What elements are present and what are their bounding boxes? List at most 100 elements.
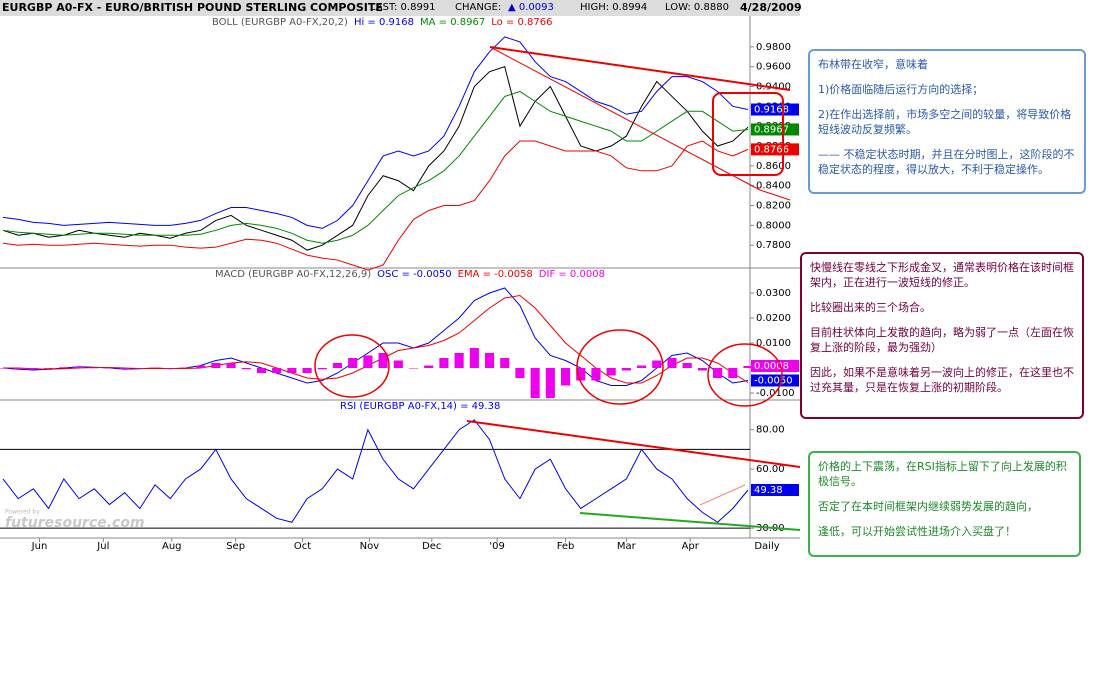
histogram-bar: [59, 367, 69, 368]
y-tick-label: 60.00: [756, 464, 785, 475]
annotation-text: —— 不稳定状态时期，并且在分时图上，这阶段的不稳定状态的程度，得以放大，不利于…: [818, 148, 1075, 176]
highlight-circle: [576, 329, 664, 405]
histogram-bar: [211, 363, 221, 368]
trend-line: [489, 46, 761, 191]
value-marker-label: 0.8766: [754, 144, 789, 155]
annotation-text: 2)在作出选择前，市场多空之间的较量，将导致价格短线波动反复频繁。: [818, 108, 1072, 136]
histogram-bar: [317, 368, 327, 370]
last: LAST: 0.8991: [370, 2, 436, 13]
histogram-bar: [484, 353, 495, 368]
histogram-bar: [576, 368, 586, 381]
value-marker: [751, 103, 799, 116]
histogram-bar: [104, 368, 114, 369]
trend-line: [579, 512, 800, 531]
panel-title: BOLL (EURGBP A0-FX,20,2): [212, 17, 348, 28]
histogram-bar: [74, 366, 84, 368]
symbol-title: EURGBP A0-FX - EURO/BRITISH POUND STERLI…: [2, 1, 383, 14]
histogram-bar: [196, 365, 206, 368]
x-tick-label: Feb: [557, 541, 575, 552]
panel-title: MACD (EURGBP A0-FX,12,26,9): [215, 269, 371, 280]
histogram-bar: [697, 368, 707, 371]
y-tick-label: 0.9600: [756, 62, 791, 73]
highlight-box: [712, 92, 784, 176]
x-tick-label: Sep: [226, 541, 245, 552]
histogram-bar: [545, 368, 555, 398]
y-tick-label: 0.0100: [756, 338, 791, 349]
y-tick-label: 0.7800: [756, 240, 791, 251]
histogram-bar: [469, 348, 479, 368]
series-line: [3, 294, 749, 384]
annotation-text: 否定了在本时间框架内继续弱势发展的趋向，: [818, 500, 1038, 513]
x-tick-label: Oct: [294, 541, 311, 552]
value-marker-label: -0.0050: [754, 376, 793, 387]
legend-entry: Hi = 0.9168: [354, 17, 414, 28]
histogram-bar: [44, 368, 54, 369]
annotation-shapes: [314, 46, 800, 531]
histogram-bar: [591, 368, 601, 381]
y-tick-label: 0.8000: [756, 220, 791, 231]
annotation-box: 快慢线在零线之下形成金叉，通常表明价格在该时间框架内，正在进行一波短线的修正。比…: [800, 252, 1084, 419]
histogram-bar: [621, 368, 631, 371]
histogram-bar: [439, 358, 449, 368]
histogram-bar: [28, 368, 38, 370]
histogram-bar: [728, 368, 738, 378]
histogram-bar: [606, 368, 616, 376]
annotation-text: 1)价格面临随后运行方向的选择；: [818, 83, 984, 96]
legend-entry: EMA = -0.0058: [458, 269, 533, 280]
y-tick-label: 0.0200: [756, 313, 791, 324]
histogram-bar: [424, 365, 434, 368]
header: EURGBP A0-FX - EURO/BRITISH POUND STERLI…: [0, 0, 802, 16]
histogram-bar: [150, 367, 160, 368]
histogram-bar: [287, 368, 297, 373]
legend-entry: OSC = -0.0050: [377, 269, 452, 280]
histogram-bar: [13, 368, 23, 370]
value-marker: [751, 374, 799, 387]
histogram-bar: [560, 368, 571, 386]
annotation-box: 布林带在收窄，意味着 1)价格面临随后运行方向的选择； 2)在作出选择前，市场多空之…: [808, 49, 1086, 194]
trend-line: [466, 420, 800, 468]
chart: Jun Jul Aug Sep Oct Nov Dec '09 Feb Mar Apr Daily BO…: [0, 16, 800, 552]
annotation-text: 目前柱状体向上发散的趋向，略为弱了一点（左面在恢复上涨的阶段，最为强劲）: [810, 326, 1074, 354]
legend-entry: Lo = 0.8766: [491, 17, 552, 28]
change: ▲ 0.0093: [508, 2, 554, 13]
histogram-bar: [682, 363, 692, 368]
x-tick-label: Mar: [617, 541, 637, 552]
legend-entry: DIF = 0.0008: [539, 269, 605, 280]
watermark-small: Powered by: [5, 509, 40, 516]
histogram-bar: [363, 355, 373, 368]
histogram-bar: [378, 353, 388, 368]
panel-legend: BOLL (EURGBP A0-FX,20,2) Hi = 0.9168 MA = …: [212, 17, 552, 28]
trend-line: [699, 484, 746, 506]
x-tick-label: Jul: [96, 541, 109, 552]
y-tick-label: 0.8400: [756, 181, 791, 192]
series-line: [2, 66, 749, 251]
connector: [759, 189, 791, 201]
x-tick-label: Apr: [682, 541, 700, 552]
histogram-bar: [500, 358, 510, 368]
high: HIGH: 0.8994: [580, 2, 648, 13]
histogram-bar: [135, 368, 145, 369]
value-marker-label: 0.9168: [754, 105, 789, 116]
panel-legend: RSI (EURGBP A0-FX,14) = 49.38: [340, 401, 500, 412]
value-marker-label: 0.8967: [754, 124, 789, 135]
change-label: CHANGE:: [455, 2, 502, 13]
histogram-bar: [332, 363, 343, 368]
x-tick-label: Dec: [422, 541, 441, 552]
histogram-bar: [241, 368, 251, 370]
histogram-bar: [515, 368, 525, 378]
histogram-bar: [0, 368, 8, 369]
panel-title: RSI (EURGBP A0-FX,14) = 49.38: [340, 401, 500, 412]
histogram-bar: [120, 368, 130, 370]
y-tick-label: 0.9800: [756, 42, 791, 53]
histogram-bar: [743, 366, 753, 368]
series-line: [2, 36, 749, 229]
series-line: [2, 140, 749, 271]
histogram-bar: [256, 368, 267, 373]
low: LOW: 0.8880: [665, 2, 729, 13]
panel-legend: MACD (EURGBP A0-FX,12,26,9) OSC = -0.0050…: [215, 269, 605, 280]
histogram-bar: [530, 368, 540, 398]
value-marker-label: 0.0008: [754, 361, 789, 372]
histogram-bar: [302, 368, 312, 373]
series-line: [2, 419, 749, 523]
